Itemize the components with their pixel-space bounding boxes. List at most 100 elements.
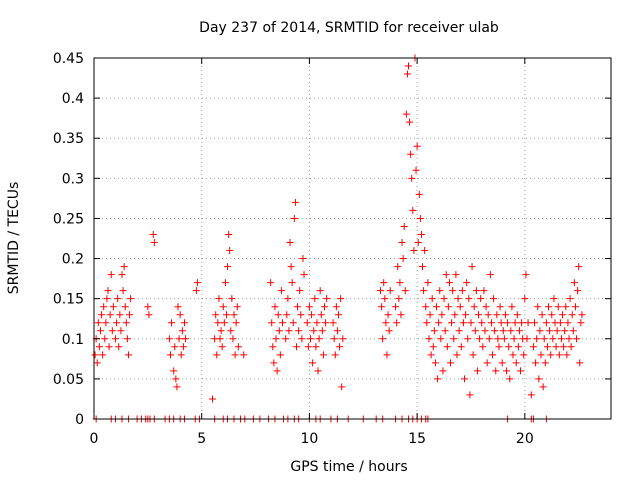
data-point (560, 343, 568, 351)
data-point (180, 319, 188, 327)
axis-ticks (93, 57, 611, 420)
data-point (406, 118, 414, 126)
data-point (574, 287, 582, 295)
data-point (322, 319, 330, 327)
data-point (481, 327, 489, 335)
data-point (453, 351, 461, 359)
data-point (430, 327, 438, 335)
data-point (384, 311, 392, 319)
data-point (182, 335, 190, 343)
data-point (520, 351, 528, 359)
data-point (568, 311, 576, 319)
data-point (309, 359, 317, 367)
data-point (401, 287, 409, 295)
data-point (426, 311, 434, 319)
data-point (225, 230, 233, 238)
y-tick-label: 0.1 (62, 332, 84, 348)
data-point (166, 351, 174, 359)
data-point (176, 311, 184, 319)
data-point (508, 303, 516, 311)
data-point (524, 319, 532, 327)
data-point (478, 319, 486, 327)
data-point (433, 303, 441, 311)
x-tick-label: 15 (408, 431, 426, 447)
data-point (377, 287, 385, 295)
data-point (122, 319, 130, 327)
data-point (511, 319, 519, 327)
data-point (531, 319, 539, 327)
data-point (564, 319, 572, 327)
data-point (319, 351, 327, 359)
data-point (548, 311, 556, 319)
data-point (405, 62, 413, 70)
data-point (422, 303, 430, 311)
data-point (504, 319, 512, 327)
data-point (424, 279, 432, 287)
data-point (305, 303, 313, 311)
data-point (550, 295, 558, 303)
data-point (403, 70, 411, 78)
data-point (408, 174, 416, 182)
data-point (563, 351, 571, 359)
data-point (492, 367, 500, 375)
data-point (284, 295, 292, 303)
y-tick-label: 0.25 (53, 211, 84, 227)
data-point (536, 327, 544, 335)
data-point (116, 311, 124, 319)
data-point (495, 343, 503, 351)
data-point (278, 319, 286, 327)
data-point (417, 230, 425, 238)
data-point (440, 295, 448, 303)
data-point (461, 375, 469, 383)
data-point (514, 343, 522, 351)
data-point (541, 359, 549, 367)
data-point (287, 263, 295, 271)
data-point (306, 335, 314, 343)
data-point (419, 263, 427, 271)
data-point (231, 351, 239, 359)
data-point (468, 263, 476, 271)
data-point (570, 279, 578, 287)
data-point (105, 343, 113, 351)
data-point (475, 311, 483, 319)
data-point (490, 295, 498, 303)
data-point (298, 335, 306, 343)
data-point (192, 287, 200, 295)
data-point (177, 351, 185, 359)
data-point (537, 351, 545, 359)
data-point (304, 343, 312, 351)
y-tick-label: 0 (75, 412, 84, 428)
data-point (539, 383, 547, 391)
data-point (484, 311, 492, 319)
data-point (121, 303, 129, 311)
data-point (290, 214, 298, 222)
data-point (334, 311, 342, 319)
data-point (535, 375, 543, 383)
data-point (118, 271, 126, 279)
y-tick-label: 0.35 (53, 131, 84, 147)
data-point (487, 319, 495, 327)
y-tick-labels: 0 0.05 0.1 0.15 0.2 0.25 0.3 0.35 0.4 0.45 (53, 51, 84, 428)
data-point (402, 110, 410, 118)
data-point (311, 295, 319, 303)
data-point (562, 303, 570, 311)
data-point (434, 375, 442, 383)
data-point (527, 391, 535, 399)
data-point (542, 319, 550, 327)
data-point (465, 295, 473, 303)
data-point (234, 343, 242, 351)
data-point (220, 319, 228, 327)
data-point (171, 343, 179, 351)
data-point (452, 271, 460, 279)
data-point (499, 327, 507, 335)
data-point (392, 303, 400, 311)
data-point (286, 239, 294, 247)
data-point (569, 327, 577, 335)
data-point (459, 319, 467, 327)
data-point (425, 335, 433, 343)
data-point (228, 295, 236, 303)
data-point (455, 327, 463, 335)
data-point (543, 343, 551, 351)
data-point (316, 287, 324, 295)
data-point (449, 287, 457, 295)
